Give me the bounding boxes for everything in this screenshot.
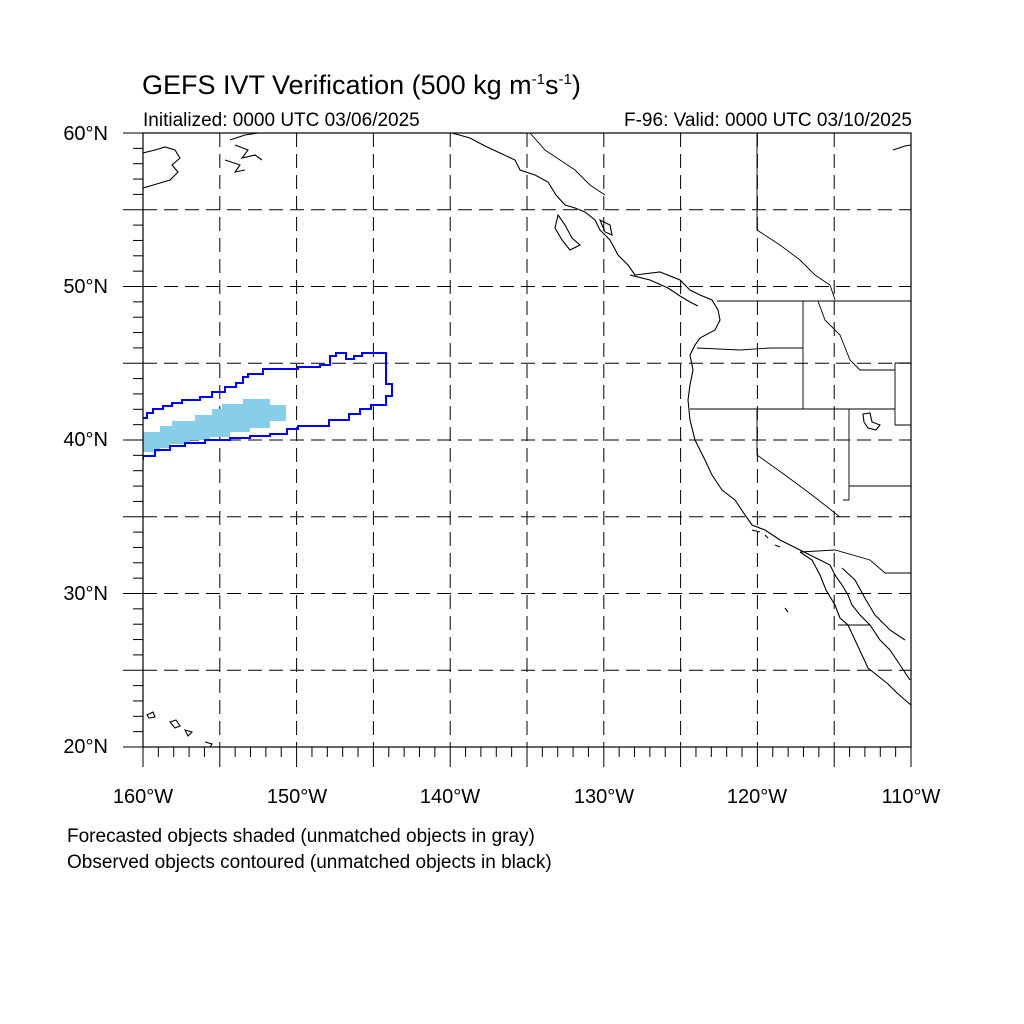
graticule [143,133,911,747]
forecast-object [143,399,286,452]
footer-observed-note: Observed objects contoured (unmatched ob… [67,852,552,873]
map-frame [142,132,912,748]
lat-label-60: 60°N [63,123,108,145]
title-exponent-2: -1 [558,71,572,88]
lat-label-40: 40°N [63,429,108,451]
lon-label-110w: 110°W [881,786,941,808]
political-borders [529,133,911,626]
valid-time: F-96: Valid: 0000 UTC 03/10/2025 [624,110,912,131]
title-text: GEFS IVT Verification (500 kg m [142,70,532,100]
observed-object-contour [143,352,393,460]
map-title: GEFS IVT Verification (500 kg m-1s-1) [142,70,581,101]
axis-ticks [123,132,912,767]
lat-label-30: 30°N [63,583,108,605]
initialized-time: Initialized: 0000 UTC 03/06/2025 [143,110,420,131]
lat-label-50: 50°N [63,276,108,298]
footer-forecast-note: Forecasted objects shaded (unmatched obj… [67,826,535,847]
lat-label-20: 20°N [63,736,108,758]
title-text-unit: s [545,70,559,100]
lon-label-120w: 120°W [726,786,788,808]
lon-label-160w: 160°W [112,786,174,808]
title-text-end: ) [571,70,581,100]
lon-label-150w: 150°W [266,786,328,808]
lon-label-130w: 130°W [573,786,635,808]
coastlines [143,133,911,747]
lon-label-140w: 140°W [419,786,481,808]
title-exponent-1: -1 [531,71,545,88]
